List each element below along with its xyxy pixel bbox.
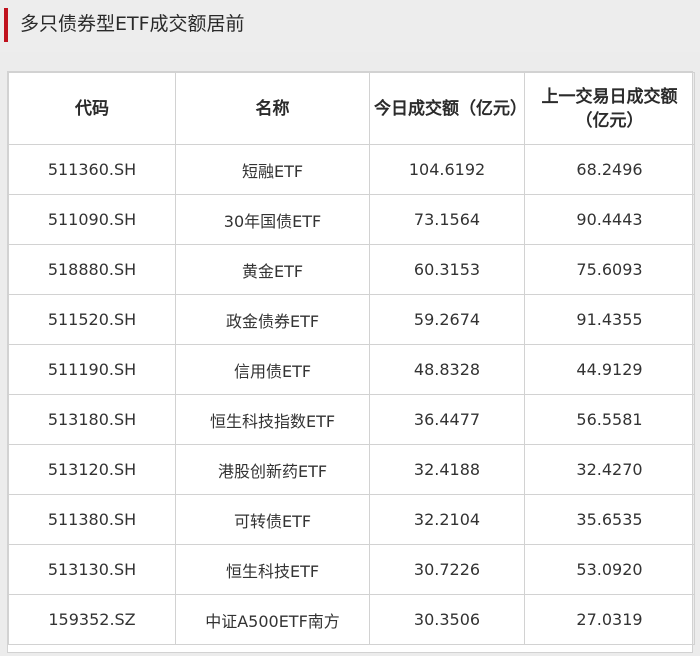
cell-code: 513180.SH [8,394,176,445]
cell-code: 518880.SH [8,244,176,295]
cell-name: 信用债ETF [175,344,370,395]
cell-prev-turnover: 56.5581 [524,394,695,445]
cell-code: 511360.SH [8,144,176,195]
table-row: 511190.SH 信用债ETF 48.8328 44.9129 [8,344,695,395]
cell-today-turnover: 104.6192 [369,144,525,195]
cell-prev-turnover: 35.6535 [524,494,695,545]
cell-code: 159352.SZ [8,594,176,645]
cell-prev-turnover: 90.4443 [524,194,695,245]
cell-code: 513120.SH [8,444,176,495]
cell-name: 中证A500ETF南方 [175,594,370,645]
cell-today-turnover: 36.4477 [369,394,525,445]
header-today-turnover: 今日成交额（亿元） [369,72,525,145]
cell-today-turnover: 32.2104 [369,494,525,545]
table-row: 513130.SH 恒生科技ETF 30.7226 53.0920 [8,544,695,595]
cell-code: 513130.SH [8,544,176,595]
header-prev-turnover: 上一交易日成交额（亿元） [524,72,695,145]
cell-prev-turnover: 27.0319 [524,594,695,645]
cell-name: 短融ETF [175,144,370,195]
cell-name: 可转债ETF [175,494,370,545]
table-row: 513180.SH 恒生科技指数ETF 36.4477 56.5581 [8,394,695,445]
cell-name: 黄金ETF [175,244,370,295]
cell-prev-turnover: 44.9129 [524,344,695,395]
table-row: 511360.SH 短融ETF 104.6192 68.2496 [8,144,695,195]
cell-code: 511190.SH [8,344,176,395]
cell-name: 政金债券ETF [175,294,370,345]
cell-today-turnover: 59.2674 [369,294,525,345]
header-code: 代码 [8,72,176,145]
cell-prev-turnover: 68.2496 [524,144,695,195]
cell-name: 港股创新药ETF [175,444,370,495]
cell-prev-turnover: 53.0920 [524,544,695,595]
cell-prev-turnover: 32.4270 [524,444,695,495]
cell-name: 恒生科技指数ETF [175,394,370,445]
cell-code: 511520.SH [8,294,176,345]
cell-today-turnover: 30.7226 [369,544,525,595]
cell-today-turnover: 73.1564 [369,194,525,245]
table-row: 511090.SH 30年国债ETF 73.1564 90.4443 [8,194,695,245]
table-row: 518880.SH 黄金ETF 60.3153 75.6093 [8,244,695,295]
table-row: 159352.SZ 中证A500ETF南方 30.3506 27.0319 [8,594,695,645]
cell-code: 511380.SH [8,494,176,545]
page-title: 多只债券型ETF成交额居前 [20,13,245,35]
cell-today-turnover: 32.4188 [369,444,525,495]
cell-name: 30年国债ETF [175,194,370,245]
table-header-row: 代码 名称 今日成交额（亿元） 上一交易日成交额（亿元） [8,72,695,145]
cell-today-turnover: 60.3153 [369,244,525,295]
table-row: 513120.SH 港股创新药ETF 32.4188 32.4270 [8,444,695,495]
cell-code: 511090.SH [8,194,176,245]
header-name: 名称 [175,72,370,145]
cell-today-turnover: 30.3506 [369,594,525,645]
cell-prev-turnover: 91.4355 [524,294,695,345]
title-accent-bar [4,8,8,42]
cell-prev-turnover: 75.6093 [524,244,695,295]
table-row: 511380.SH 可转债ETF 32.2104 35.6535 [8,494,695,545]
etf-turnover-table: 代码 名称 今日成交额（亿元） 上一交易日成交额（亿元） 511360.SH 短融… [7,71,695,653]
page-header: 多只债券型ETF成交额居前 [0,0,700,52]
table-row: 511520.SH 政金债券ETF 59.2674 91.4355 [8,294,695,345]
cell-today-turnover: 48.8328 [369,344,525,395]
cell-name: 恒生科技ETF [175,544,370,595]
